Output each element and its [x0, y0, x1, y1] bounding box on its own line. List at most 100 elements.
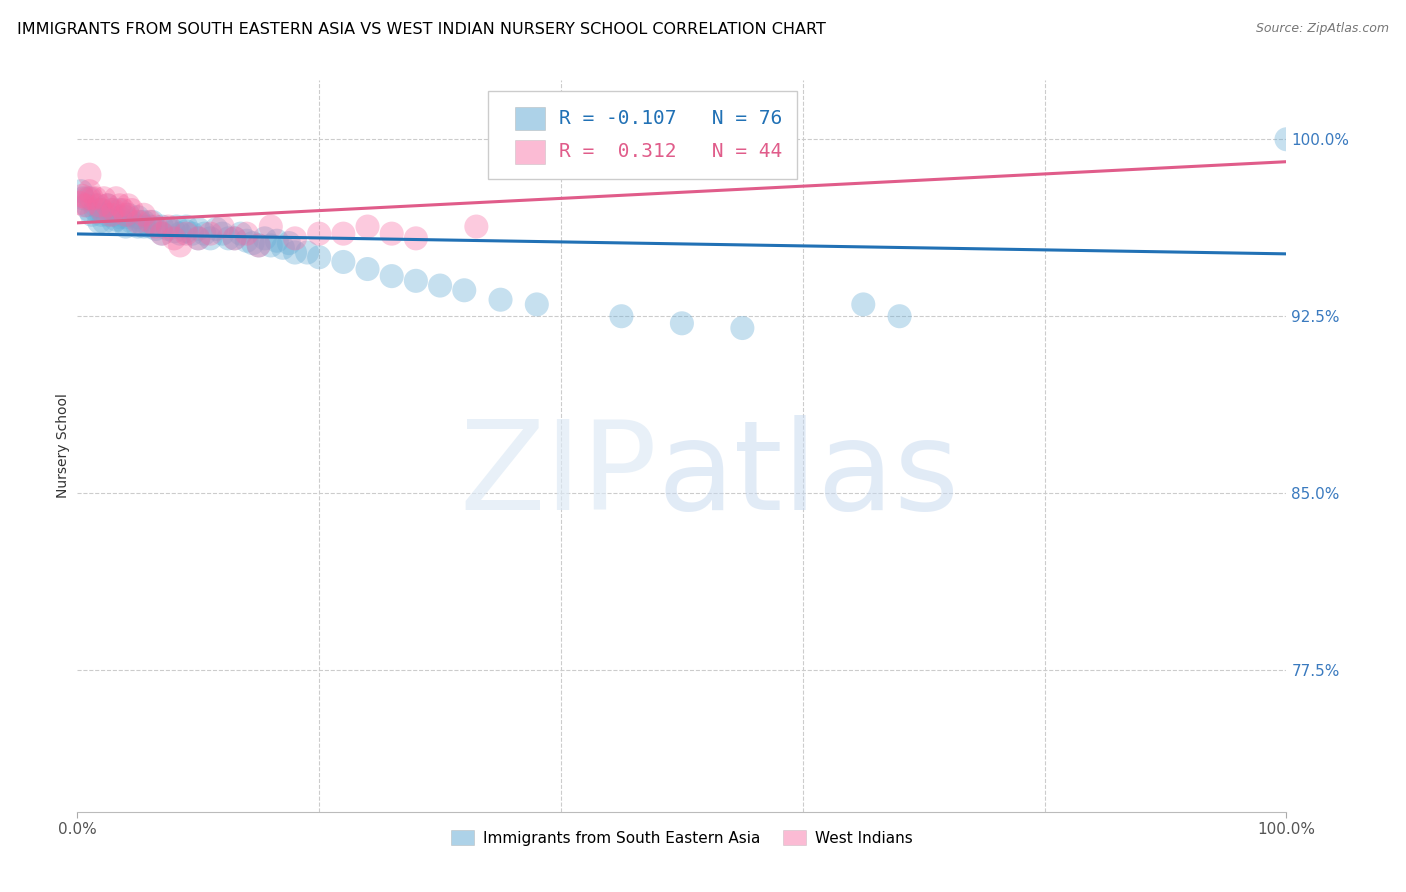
Point	[489, 293, 512, 307]
Point	[114, 210, 136, 224]
Point	[150, 227, 173, 241]
Point	[145, 219, 167, 234]
Point	[127, 219, 149, 234]
Point	[224, 231, 246, 245]
Point	[242, 236, 264, 251]
Point	[96, 198, 118, 212]
Point	[852, 297, 875, 311]
Point	[105, 212, 128, 227]
Point	[150, 227, 173, 241]
Point	[211, 219, 233, 234]
Point	[93, 191, 115, 205]
Point	[90, 208, 112, 222]
Point	[84, 202, 107, 217]
Y-axis label: Nursery School: Nursery School	[56, 393, 70, 499]
Point	[193, 227, 215, 241]
Point	[157, 219, 180, 234]
Point	[100, 202, 122, 217]
Point	[235, 234, 257, 248]
Point	[73, 198, 96, 212]
Point	[526, 297, 548, 311]
Point	[84, 191, 107, 205]
Point	[169, 227, 191, 241]
Point	[278, 236, 301, 251]
Point	[731, 321, 754, 335]
Point	[80, 191, 103, 205]
Point	[174, 224, 197, 238]
Point	[332, 227, 354, 241]
Point	[129, 215, 152, 229]
Point	[114, 219, 136, 234]
Point	[108, 210, 131, 224]
Point	[332, 255, 354, 269]
Point	[284, 231, 307, 245]
Point	[465, 219, 488, 234]
Point	[145, 222, 167, 236]
Point	[127, 210, 149, 224]
Point	[132, 215, 155, 229]
Point	[117, 198, 139, 212]
Point	[224, 231, 246, 245]
Point	[112, 202, 135, 217]
Point	[308, 227, 330, 241]
Point	[260, 238, 283, 252]
Point	[166, 219, 188, 234]
Point	[96, 208, 118, 222]
Point	[295, 245, 318, 260]
Point	[87, 215, 110, 229]
Point	[163, 224, 186, 238]
Point	[90, 202, 112, 217]
Point	[308, 250, 330, 264]
Point	[205, 222, 228, 236]
Point	[187, 222, 209, 236]
Text: R =  0.312   N = 44: R = 0.312 N = 44	[558, 143, 782, 161]
Text: IMMIGRANTS FROM SOUTH EASTERN ASIA VS WEST INDIAN NURSERY SCHOOL CORRELATION CHA: IMMIGRANTS FROM SOUTH EASTERN ASIA VS WE…	[17, 22, 825, 37]
Point	[76, 198, 98, 212]
Point	[889, 310, 911, 324]
Point	[105, 191, 128, 205]
Point	[80, 208, 103, 222]
FancyBboxPatch shape	[515, 140, 546, 163]
Point	[103, 215, 125, 229]
FancyBboxPatch shape	[488, 91, 797, 179]
Point	[610, 310, 633, 324]
Point	[112, 215, 135, 229]
Point	[284, 245, 307, 260]
Point	[157, 222, 180, 236]
Point	[70, 189, 93, 203]
Point	[100, 208, 122, 222]
Text: atlas: atlas	[658, 415, 960, 536]
Point	[69, 196, 91, 211]
Point	[405, 231, 427, 245]
Point	[163, 231, 186, 245]
Point	[247, 238, 270, 252]
Point	[187, 231, 209, 245]
Point	[108, 198, 131, 212]
Point	[356, 262, 378, 277]
Point	[70, 184, 93, 198]
Point	[526, 161, 548, 175]
Point	[103, 202, 125, 217]
Point	[429, 278, 451, 293]
Point	[181, 227, 204, 241]
Point	[453, 283, 475, 297]
Text: Source: ZipAtlas.com: Source: ZipAtlas.com	[1256, 22, 1389, 36]
Point	[117, 208, 139, 222]
Point	[260, 219, 283, 234]
Point	[174, 219, 197, 234]
Point	[132, 208, 155, 222]
Point	[247, 238, 270, 252]
Point	[671, 316, 693, 330]
Legend: Immigrants from South Eastern Asia, West Indians: Immigrants from South Eastern Asia, West…	[444, 823, 920, 852]
Point	[141, 215, 163, 229]
Point	[114, 208, 136, 222]
Point	[229, 227, 252, 241]
Point	[381, 227, 404, 241]
Point	[218, 231, 240, 245]
Point	[253, 231, 276, 245]
Point	[235, 227, 257, 241]
Point	[356, 219, 378, 234]
Point	[200, 227, 222, 241]
FancyBboxPatch shape	[515, 107, 546, 130]
Point	[1275, 132, 1298, 146]
